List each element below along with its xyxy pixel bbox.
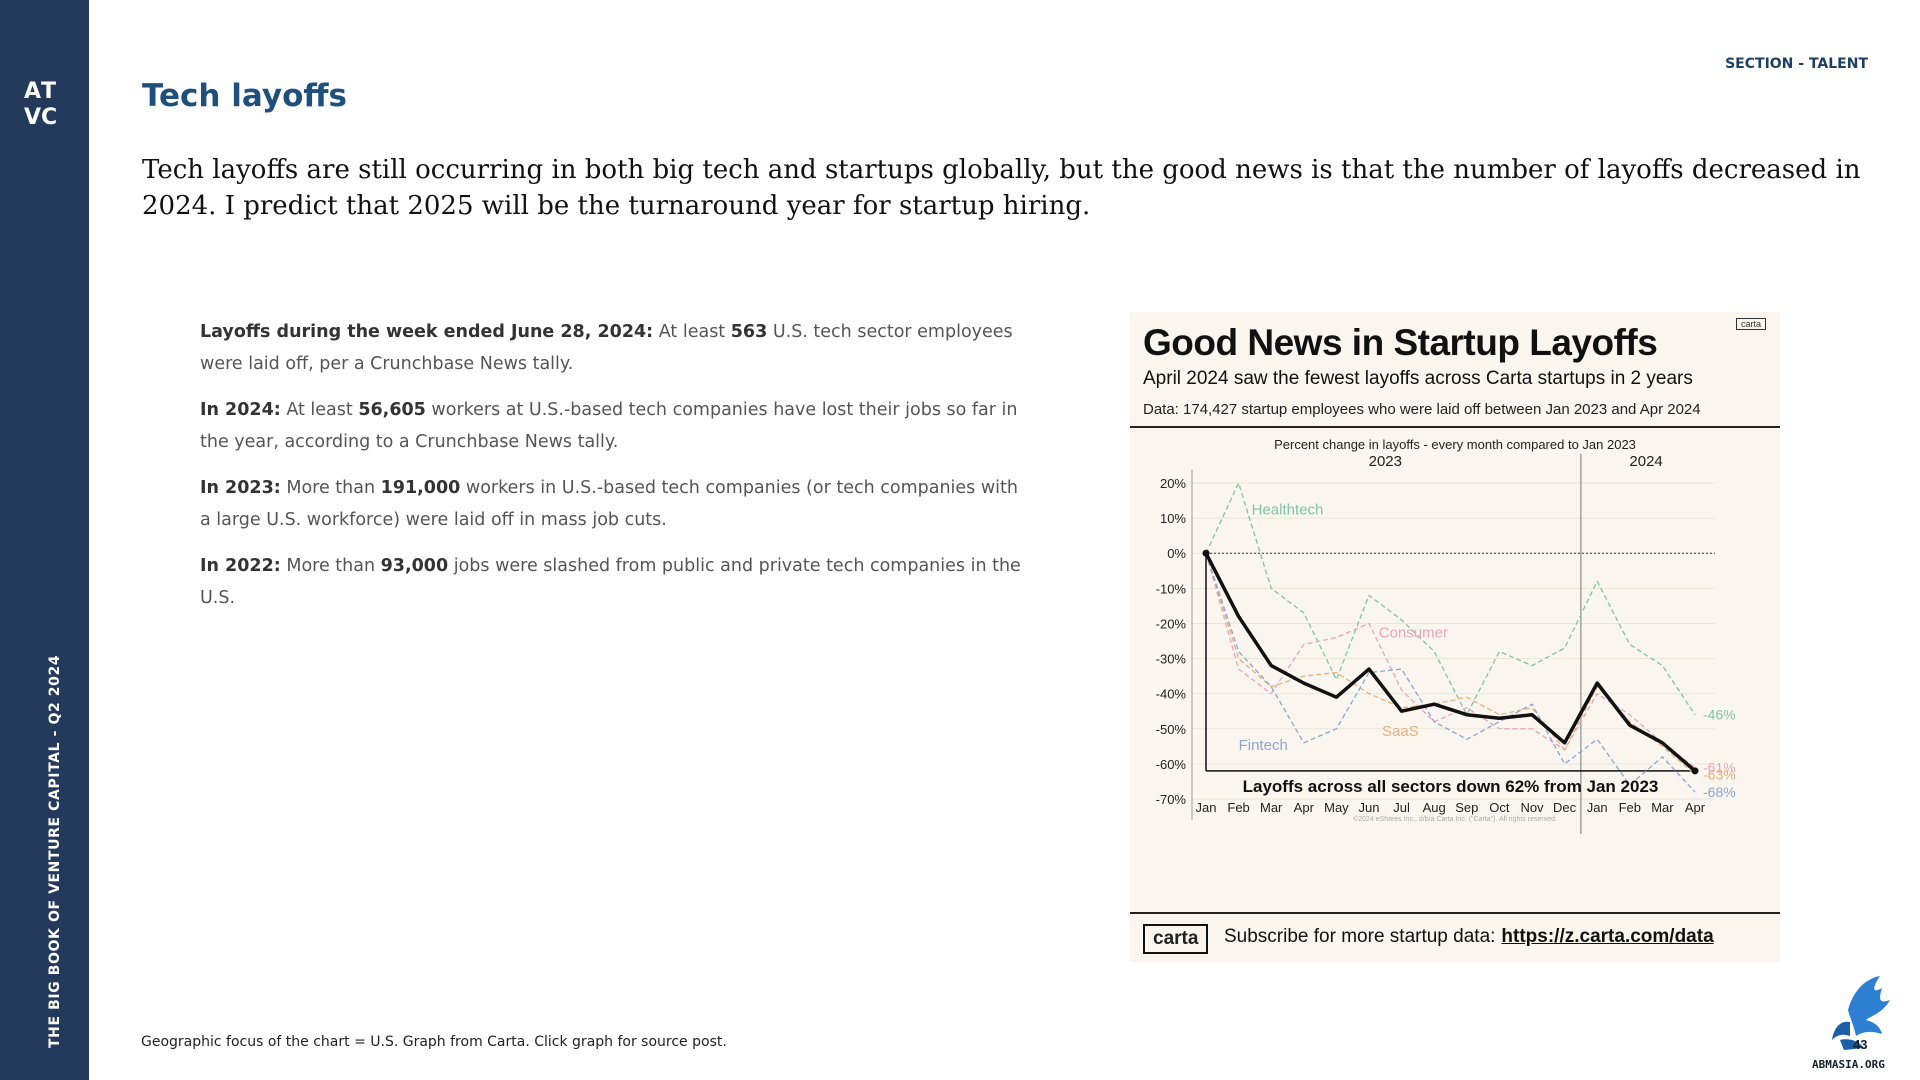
- chart-inner-title: Percent change in layoffs - every month …: [1274, 437, 1636, 452]
- site-url: ABMASIA.ORG: [1812, 1058, 1885, 1071]
- x-tick-label: Oct: [1489, 800, 1510, 815]
- x-tick-label: Jan: [1196, 800, 1217, 815]
- y-tick-label: -30%: [1156, 652, 1187, 667]
- page-number: 43: [1853, 1037, 1868, 1052]
- stat-item: In 2023: More than 191,000 workers in U.…: [200, 472, 1030, 536]
- y-tick-label: -10%: [1156, 581, 1187, 596]
- series-label: Fintech: [1239, 737, 1288, 754]
- chart-card-title: Good News in Startup Layoffs: [1143, 322, 1658, 363]
- stat-lead: In 2023:: [200, 478, 281, 498]
- stat-lead: In 2024:: [200, 400, 281, 420]
- stat-item: In 2022: More than 93,000 jobs were slas…: [200, 550, 1030, 614]
- stat-lead: In 2022:: [200, 556, 281, 576]
- y-tick-label: -40%: [1156, 687, 1187, 702]
- stat-text: More than: [280, 478, 381, 498]
- divider: [1130, 426, 1780, 428]
- logo-text-t: T: [41, 79, 56, 104]
- section-label: SECTION - TALENT: [1725, 56, 1868, 72]
- stat-text: U.S. tech sector employees were laid off…: [200, 322, 1013, 374]
- layoffs-line-chart[interactable]: Percent change in layoffs - every month …: [1130, 428, 1780, 912]
- x-tick-label: Apr: [1294, 800, 1315, 815]
- stat-text: At least: [280, 400, 359, 420]
- series-line-all-sectors: [1204, 552, 1697, 773]
- stat-text: jobs were slashed from public and privat…: [200, 556, 1021, 608]
- series-end-label: -63%: [1703, 766, 1736, 782]
- footnote: Geographic focus of the chart = U.S. Gra…: [141, 1034, 727, 1050]
- chart-annotation: Layoffs across all sectors down 62% from…: [1243, 777, 1659, 796]
- stat-text: At least: [653, 322, 731, 342]
- series-label: SaaS: [1382, 723, 1419, 740]
- carta-footer-logo: carta: [1143, 924, 1209, 954]
- year-label: 2023: [1369, 453, 1402, 470]
- logo-text-v: V: [24, 105, 41, 128]
- logo-text-c: C: [41, 105, 57, 128]
- y-tick-label: -50%: [1156, 722, 1187, 737]
- x-tick-label: Aug: [1423, 800, 1446, 815]
- year-label: 2024: [1629, 453, 1662, 470]
- stat-text: workers in U.S.-based tech companies (or…: [200, 478, 1018, 530]
- x-tick-label: Nov: [1520, 800, 1544, 815]
- layoff-stats: Layoffs during the week ended June 28, 2…: [200, 316, 1030, 628]
- series-line-fintech: [1205, 553, 1696, 793]
- layoffs-chart-card[interactable]: Good News in Startup Layoffs April 2024 …: [1130, 312, 1780, 962]
- x-tick-label: Jun: [1359, 800, 1380, 815]
- series-end-label: -68%: [1703, 784, 1736, 800]
- series-line-consumer: [1205, 553, 1696, 768]
- series-line-healthtech: [1205, 482, 1696, 716]
- stat-number: 93,000: [380, 556, 449, 576]
- chart-data-note: Data: 174,427 startup employees who were…: [1143, 401, 1701, 418]
- y-tick-label: -20%: [1156, 616, 1187, 631]
- y-tick-label: 10%: [1160, 511, 1186, 526]
- series-end-label: -61%: [1703, 759, 1736, 775]
- stat-item: In 2024: At least 56,605 workers at U.S.…: [200, 394, 1030, 458]
- series-label: Consumer: [1379, 624, 1448, 641]
- stat-number: 563: [730, 322, 768, 342]
- end-point: [1691, 767, 1699, 775]
- stat-number: 56,605: [358, 400, 426, 420]
- x-tick-label: Dec: [1553, 800, 1577, 815]
- start-point: [1202, 549, 1210, 557]
- y-tick-label: -60%: [1156, 757, 1187, 772]
- y-tick-label: -70%: [1156, 792, 1187, 807]
- stat-lead: Layoffs during the week ended June 28, 2…: [200, 322, 654, 342]
- stat-number: 191,000: [380, 478, 461, 498]
- x-tick-label: Feb: [1227, 800, 1249, 815]
- x-tick-label: Mar: [1260, 800, 1283, 815]
- copyright-note: ©2024 eShares Inc., d/b/a Carta Inc. ("C…: [1353, 815, 1557, 823]
- atvc-logo: A T V C: [24, 79, 57, 128]
- stat-item: Layoffs during the week ended June 28, 2…: [200, 316, 1030, 380]
- book-title-vertical: THE BIG BOOK OF VENTURE CAPITAL - Q2 202…: [47, 654, 63, 1048]
- stat-text: workers at U.S.-based tech companies hav…: [200, 400, 1018, 452]
- x-tick-label: Mar: [1651, 800, 1674, 815]
- logo-text-a: A: [24, 79, 41, 104]
- series-label: Healthtech: [1252, 502, 1324, 519]
- stat-text: More than: [280, 556, 381, 576]
- x-tick-label: May: [1324, 800, 1349, 815]
- y-tick-label: 0%: [1167, 546, 1186, 561]
- series-end-label: -46%: [1703, 707, 1736, 723]
- subscribe-text: Subscribe for more startup data: https://…: [1224, 926, 1714, 948]
- x-tick-label: Jan: [1587, 800, 1608, 815]
- x-tick-label: Apr: [1685, 800, 1706, 815]
- chart-card-subtitle: April 2024 saw the fewest layoffs across…: [1143, 368, 1693, 389]
- y-tick-label: 20%: [1160, 476, 1186, 491]
- subscribe-label: Subscribe for more startup data:: [1224, 926, 1496, 947]
- divider: [1130, 912, 1780, 914]
- x-tick-label: Feb: [1619, 800, 1641, 815]
- subscribe-link[interactable]: https://z.carta.com/data: [1501, 926, 1714, 947]
- eagle-logo-icon: [1832, 976, 1890, 1050]
- x-tick-label: Sep: [1455, 800, 1478, 815]
- intro-paragraph: Tech layoffs are still occurring in both…: [142, 155, 1861, 221]
- x-tick-label: Jul: [1393, 800, 1410, 815]
- sidebar: A T V C THE BIG BOOK OF VENTURE CAPITAL …: [0, 0, 89, 1080]
- carta-badge: carta: [1735, 318, 1766, 330]
- page-title: Tech layoffs: [142, 78, 347, 114]
